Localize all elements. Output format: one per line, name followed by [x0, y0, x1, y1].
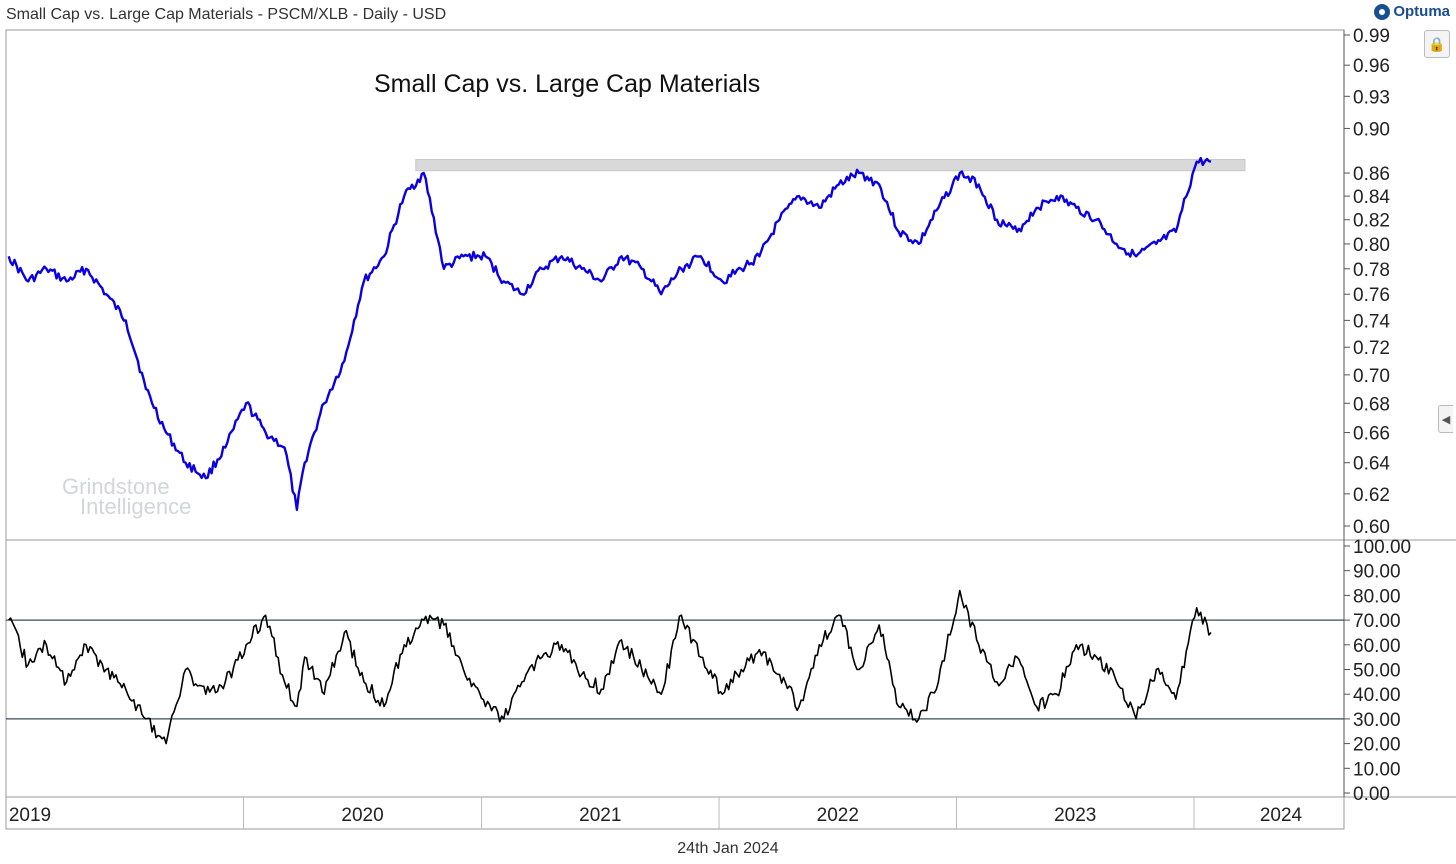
- lock-button[interactable]: 🔒: [1424, 30, 1450, 58]
- price-tick-label: 0.90: [1353, 119, 1390, 140]
- chevron-left-icon: ◀: [1441, 413, 1451, 426]
- price-tick-label: 0.62: [1353, 485, 1390, 506]
- footer-date: 24th Jan 2024: [677, 840, 779, 857]
- year-label: 2021: [579, 805, 621, 826]
- price-ratio-series: [7, 156, 1212, 511]
- brand-name: Optuma: [1393, 3, 1450, 20]
- oscillator-tick-label: 30.00: [1353, 710, 1401, 731]
- oscillator-series: [8, 589, 1212, 745]
- year-label: 2023: [1054, 805, 1096, 826]
- chart-title: Small Cap vs. Large Cap Materials: [374, 70, 760, 98]
- chart-header-title: Small Cap vs. Large Cap Materials - PSCM…: [6, 6, 447, 23]
- optuma-logo-icon: [1374, 3, 1391, 20]
- price-tick-label: 0.74: [1353, 311, 1390, 332]
- price-tick-label: 0.80: [1353, 235, 1390, 256]
- plot-border: [5, 29, 1345, 830]
- oscillator-tick-label: 0.00: [1353, 784, 1390, 805]
- price-tick-label: 0.64: [1353, 454, 1390, 475]
- price-tick-label: 0.70: [1353, 366, 1390, 387]
- price-tick-label: 0.78: [1353, 260, 1390, 281]
- oscillator-tick-label: 50.00: [1353, 661, 1401, 682]
- year-label: 2020: [341, 805, 383, 826]
- resistance-band: [415, 158, 1246, 172]
- series-layer: [7, 156, 1212, 745]
- watermark: Grindstone Intelligence: [62, 474, 191, 519]
- optuma-logo: Optuma: [1374, 3, 1450, 20]
- oscillator-axis: 100.00 90.00 80.00 70.00 60.00 50.00 40.00 30.0…: [1344, 537, 1411, 805]
- price-tick-label: 0.72: [1353, 338, 1390, 359]
- price-tick-label: 0.86: [1353, 164, 1390, 185]
- oscillator-tick-label: 10.00: [1353, 759, 1401, 780]
- lock-icon: 🔒: [1428, 35, 1446, 52]
- chart-frame: [5, 29, 1456, 830]
- oscillator-tick-label: 90.00: [1353, 562, 1401, 583]
- resistance-band-layer: [415, 158, 1246, 172]
- price-tick-label: 0.84: [1353, 187, 1390, 208]
- year-label: 2019: [9, 805, 51, 826]
- oscillator-tick-label: 20.00: [1353, 735, 1401, 756]
- price-tick-label: 0.96: [1353, 56, 1390, 77]
- price-tick-label: 0.99: [1353, 26, 1390, 47]
- year-label: 2024: [1260, 805, 1303, 826]
- watermark-line1: Grindstone: [62, 474, 170, 499]
- price-tick-label: 0.60: [1353, 517, 1390, 538]
- year-label: 2022: [817, 805, 859, 826]
- price-tick-label: 0.82: [1353, 211, 1390, 232]
- oscillator-tick-label: 100.00: [1353, 537, 1411, 558]
- price-tick-label: 0.76: [1353, 285, 1390, 306]
- price-tick-label: 0.68: [1353, 394, 1390, 415]
- price-tick-label: 0.66: [1353, 424, 1390, 445]
- oscillator-tick-label: 80.00: [1353, 586, 1401, 607]
- oscillator-tick-label: 60.00: [1353, 636, 1401, 657]
- reference-lines-layer: [6, 619, 1344, 720]
- price-tick-label: 0.93: [1353, 87, 1390, 108]
- watermark-line2: Intelligence: [80, 494, 191, 519]
- oscillator-tick-label: 40.00: [1353, 685, 1401, 706]
- time-axis: 2019 2020 2021 2022 2023 2024: [9, 797, 1303, 829]
- oscillator-tick-label: 70.00: [1353, 611, 1401, 632]
- price-axis: 0.99 0.96 0.93 0.90 0.860.84 0.82 0.80 0.78 0.76…: [1344, 26, 1390, 538]
- collapse-panel-button[interactable]: ◀: [1438, 405, 1453, 433]
